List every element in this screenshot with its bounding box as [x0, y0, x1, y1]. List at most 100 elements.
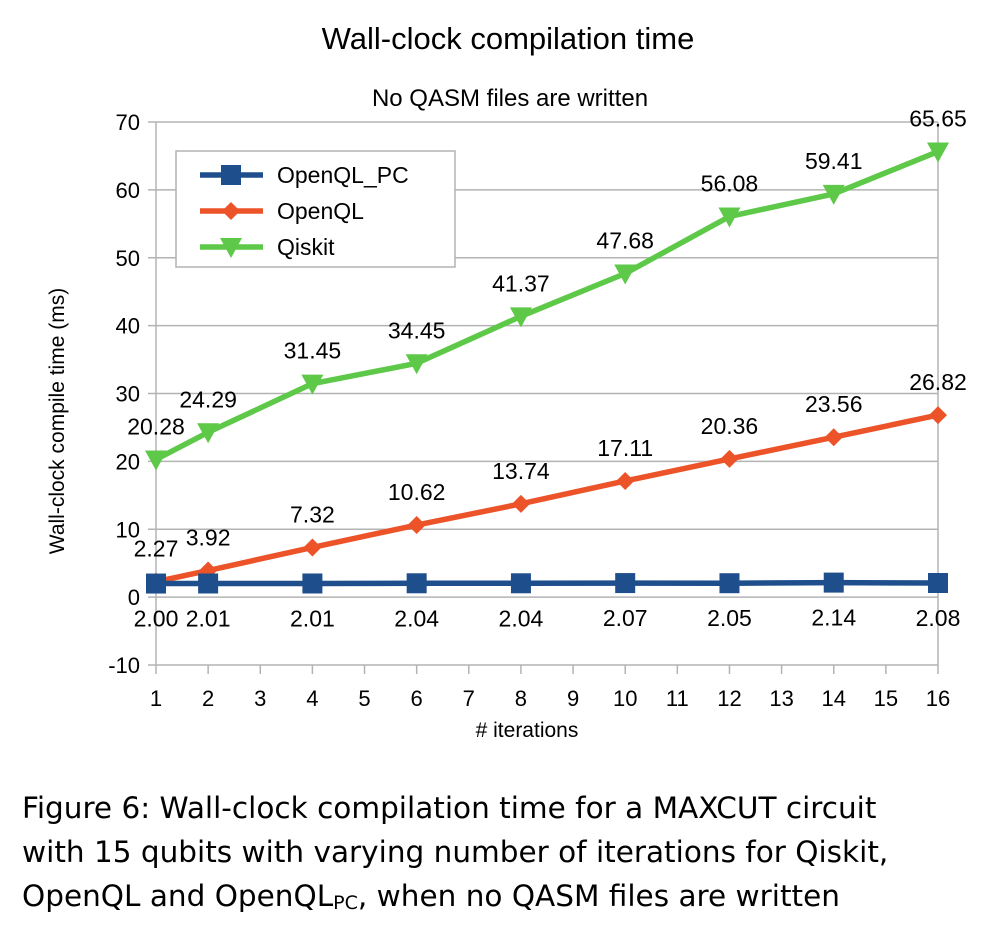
- y-tick-label: 0: [128, 585, 140, 610]
- openql-pc-line: [155, 579, 939, 587]
- openql-pc-data-label: 2.01: [186, 605, 231, 631]
- x-tick-label: 15: [874, 686, 898, 711]
- openql-data-label: 2.27: [134, 536, 179, 562]
- caption-line-3-start: OpenQL and OpenQL: [22, 879, 334, 913]
- qiskit-point: [614, 264, 637, 285]
- legend-marker-openql-pc: [221, 165, 241, 185]
- qiskit-data-label: 65.65: [909, 106, 967, 132]
- x-tick-label: 2: [202, 686, 214, 711]
- caption-line-3-end: , when no QASM files are written: [357, 879, 840, 913]
- qiskit-data-label: 41.37: [492, 270, 550, 296]
- openql-data-label: 7.32: [290, 501, 335, 527]
- openql-point: [616, 471, 635, 490]
- openql-point: [824, 428, 843, 447]
- x-tick-label: 14: [821, 686, 845, 711]
- qiskit-data-label: 34.45: [388, 317, 446, 343]
- y-tick-label: 60: [116, 178, 140, 203]
- x-tick-label: 12: [717, 686, 741, 711]
- qiskit-point: [509, 307, 532, 328]
- openql-pc-data-label: 2.01: [290, 605, 335, 631]
- openql-pc-point: [719, 573, 740, 594]
- qiskit-point: [822, 184, 845, 205]
- x-tick-label: 9: [567, 686, 579, 711]
- x-tick-label: 8: [515, 686, 527, 711]
- x-axis-title: # iterations: [476, 719, 579, 742]
- x-tick-label: 13: [769, 686, 793, 711]
- openql-data-label: 20.36: [701, 413, 759, 439]
- openql-point: [407, 516, 426, 535]
- openql-point: [929, 406, 947, 425]
- openql-pc-data-label: 2.04: [394, 605, 439, 631]
- qiskit-point: [405, 354, 428, 375]
- legend-label-openql-pc: OpenQL_PC: [277, 162, 409, 188]
- openql-data-label: 10.62: [388, 479, 446, 505]
- openql-pc-point: [406, 573, 427, 594]
- openql-pc-data-label: 2.05: [707, 605, 752, 631]
- openql-pc-point: [146, 573, 166, 594]
- chart-subtitle: No QASM files are written: [372, 85, 648, 112]
- qiskit-data-label: 24.29: [179, 386, 237, 412]
- openql-pc-point: [928, 573, 948, 594]
- y-tick-label: 50: [116, 246, 140, 271]
- legend-marker-openql: [222, 202, 240, 220]
- x-tick-label: 5: [358, 686, 370, 711]
- openql-line: [155, 412, 939, 585]
- figure-caption: Figure 6: Wall-clock compilation time fo…: [22, 786, 992, 918]
- x-tick-label: 10: [613, 686, 637, 711]
- openql-pc-data-label: 2.04: [499, 605, 544, 631]
- x-tick-label: 16: [926, 686, 950, 711]
- line-chart: Wall-clock compilation time No QASM file…: [46, 21, 967, 742]
- x-tick-label: 4: [306, 686, 318, 711]
- openql-point: [303, 538, 322, 557]
- series-openql: [147, 406, 947, 591]
- x-tick-label: 6: [411, 686, 423, 711]
- openql-pc-data-label: 2.00: [134, 606, 179, 632]
- x-tick-label: 3: [254, 686, 266, 711]
- series-qiskit: [145, 142, 949, 471]
- y-tick-label: 10: [116, 517, 140, 542]
- y-tick-label: 30: [116, 382, 140, 407]
- qiskit-data-label: 20.28: [127, 413, 185, 439]
- openql-pc-point: [510, 573, 531, 594]
- caption-line-2: with 15 qubits with varying number of it…: [22, 835, 889, 869]
- openql-pc-point: [302, 573, 323, 594]
- caption-line-1: Figure 6: Wall-clock compilation time fo…: [22, 791, 877, 825]
- qiskit-data-label: 56.08: [701, 170, 759, 196]
- y-tick-labels: -10 0 10 20 30 40 50 60 70: [108, 110, 140, 678]
- openql-point: [511, 494, 530, 513]
- y-axis-title: Wall-clock compile time (ms): [46, 288, 69, 554]
- caption-line-3: OpenQL and OpenQLPC, when no QASM files …: [22, 874, 992, 918]
- y-tick-label: 70: [116, 110, 140, 135]
- openql-pc-data-label: 2.08: [916, 605, 961, 631]
- openql-pc-point: [198, 573, 219, 594]
- qiskit-data-label: 47.68: [596, 227, 654, 253]
- openql-pc-point: [823, 572, 844, 593]
- openql-pc-data-label: 2.14: [811, 605, 856, 631]
- y-tick-label: 40: [116, 314, 140, 339]
- qiskit-point: [718, 207, 741, 228]
- openql-data-label: 13.74: [492, 458, 550, 484]
- qiskit-point: [145, 450, 167, 471]
- openql-point: [720, 449, 739, 468]
- y-tick-label: -10: [108, 653, 140, 678]
- openql-data-label: 17.11: [597, 435, 653, 461]
- y-tick-label: 20: [116, 449, 140, 474]
- legend: OpenQL_PC OpenQL Qiskit: [175, 150, 456, 268]
- openql-pc-point: [615, 573, 636, 594]
- legend-label-openql: OpenQL: [277, 198, 364, 224]
- x-tick-label: 11: [666, 686, 689, 711]
- series-openql-pc: [146, 572, 948, 594]
- x-tick-label: 1: [150, 686, 162, 711]
- openql-pc-data-label: 2.07: [603, 605, 648, 631]
- openql-data-label: 3.92: [186, 525, 231, 551]
- qiskit-point: [197, 423, 220, 444]
- openql-data-label: 26.82: [909, 369, 967, 395]
- legend-label-qiskit: Qiskit: [277, 234, 335, 260]
- series-layer: [145, 142, 949, 594]
- data-labels: 2.00 2.01 2.01 2.04 2.04 2.07 2.05 2.14 2.08 2.27…: [127, 106, 967, 632]
- legend-marker-qiskit: [220, 238, 242, 258]
- qiskit-point: [927, 142, 949, 163]
- caption-subscript: PC: [333, 892, 358, 914]
- qiskit-point: [301, 374, 324, 395]
- openql-data-label: 23.56: [805, 391, 863, 417]
